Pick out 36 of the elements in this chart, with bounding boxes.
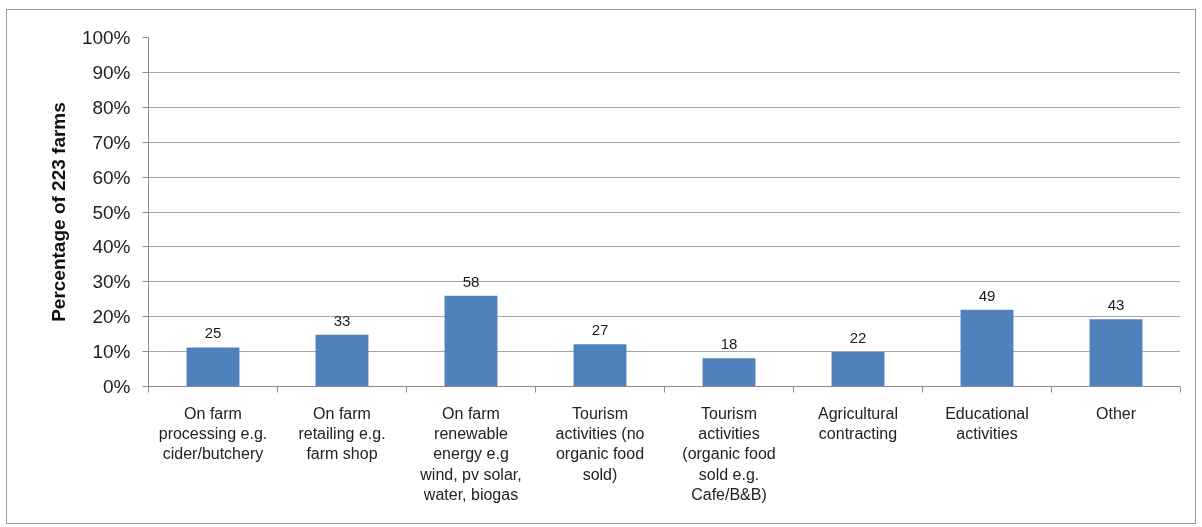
y-tick-label: 60% xyxy=(92,166,131,188)
y-axis-title: Percentage of 223 farms xyxy=(47,102,69,322)
y-tick-label: 70% xyxy=(92,131,131,153)
annotation: 43 xyxy=(1107,296,1125,314)
y-tick-label: 0% xyxy=(103,376,131,397)
x-tick-label: Other xyxy=(1095,404,1137,422)
bar xyxy=(702,358,756,387)
y-tick-label: 100% xyxy=(81,27,131,48)
annotation: 27 xyxy=(591,321,609,339)
x-tick-label: On farm renewable energy e.g wind, pv solar, water, biogas xyxy=(419,404,522,504)
bar xyxy=(186,347,240,387)
annotation: 58 xyxy=(462,272,480,290)
bar xyxy=(444,295,498,387)
y-tick-label: 80% xyxy=(92,96,131,118)
x-tick-label: Educational activities xyxy=(945,404,1029,442)
x-tick-label: Tourism activities (no organic food sold) xyxy=(555,404,645,483)
x-tick-label: Tourism activities (organic food sold e.g. Cafe/B&B) xyxy=(682,404,776,504)
annotation: 49 xyxy=(978,286,996,304)
x-tick-label: Agricultural contracting xyxy=(817,404,899,442)
annotation: 25 xyxy=(204,324,222,342)
annotation: 33 xyxy=(333,311,351,329)
bar xyxy=(315,334,369,387)
annotation: 22 xyxy=(849,328,867,346)
y-tick-label: 90% xyxy=(92,61,131,83)
bar xyxy=(573,344,627,387)
y-tick-label: 10% xyxy=(92,341,131,363)
bar xyxy=(831,351,885,387)
y-tick-label: 20% xyxy=(92,306,131,328)
bar xyxy=(960,309,1014,387)
x-tick-label: On farm retailing e.g. farm shop xyxy=(298,404,386,463)
y-tick-label: 50% xyxy=(92,201,131,223)
annotation: 18 xyxy=(720,335,738,353)
x-tick-label: On farm processing e.g. cider/butchery xyxy=(158,404,268,463)
y-tick-label: 40% xyxy=(92,236,131,258)
bar xyxy=(1089,319,1143,387)
y-tick-label: 30% xyxy=(92,271,131,293)
